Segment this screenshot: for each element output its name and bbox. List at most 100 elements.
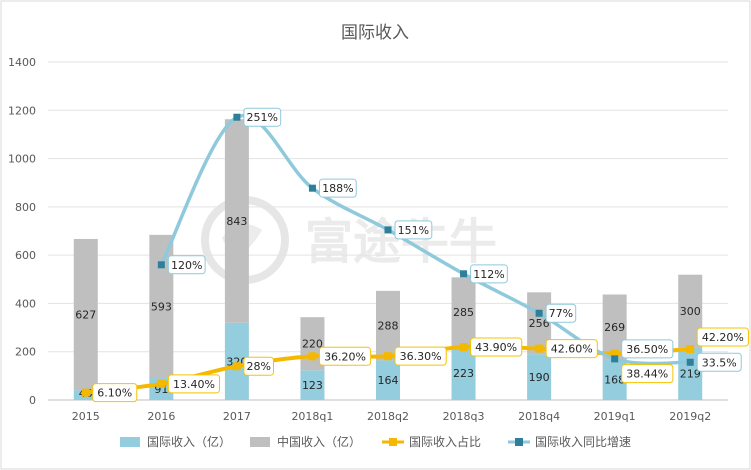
legend: 国际收入（亿） 中国收入（亿） 国际收入占比 国际收入同比增速 xyxy=(120,434,631,449)
data-label-china: 220 xyxy=(302,338,323,351)
data-label-growth-box xyxy=(394,220,433,240)
marker-international-share xyxy=(610,349,619,358)
data-label-growth-box xyxy=(318,178,357,198)
data-label-growth: 151% xyxy=(398,224,429,237)
data-label-share-box xyxy=(243,356,274,376)
marker-international-share xyxy=(535,344,544,353)
legend-label: 国际收入（亿） xyxy=(147,434,231,449)
data-label-share-box xyxy=(696,327,749,347)
chart-title: 国际收入 xyxy=(341,23,409,43)
legend-marker xyxy=(515,438,523,446)
data-label-growth-box xyxy=(696,352,742,372)
y-tick-label: 600 xyxy=(15,249,36,262)
data-label-share-box xyxy=(318,346,372,366)
bar-international xyxy=(527,354,552,400)
legend-swatch xyxy=(120,437,140,447)
data-label-share: 43.90% xyxy=(475,341,517,354)
marker-international-growth xyxy=(686,358,694,366)
data-label-growth-box xyxy=(243,107,282,127)
data-label-share: 13.40% xyxy=(173,378,215,391)
data-label-china: 285 xyxy=(453,306,474,319)
data-label-share-box xyxy=(470,337,523,357)
marker-international-share xyxy=(157,379,166,388)
y-tick-label: 0 xyxy=(29,394,36,407)
marker-international-growth xyxy=(611,355,619,363)
y-tick-label: 1200 xyxy=(8,104,36,117)
x-tick-label: 2016 xyxy=(147,410,175,423)
x-tick-label: 2019q2 xyxy=(669,410,711,423)
data-label-international: 168 xyxy=(604,374,625,387)
marker-international-growth xyxy=(308,184,316,192)
data-label-growth: 36.50% xyxy=(626,343,668,356)
data-label-china: 843 xyxy=(226,215,247,228)
data-label-growth-box xyxy=(470,264,508,284)
data-label-international: 164 xyxy=(378,374,399,387)
x-tick-label: 2019q1 xyxy=(594,410,636,423)
marker-international-growth xyxy=(460,270,468,278)
data-label-china: 627 xyxy=(75,309,96,322)
y-tick-label: 400 xyxy=(15,297,36,310)
data-label-share: 36.20% xyxy=(324,350,366,363)
x-axis: 2015 2016 2017 2018q1 2018q2 2018q3 2018q4 2019… xyxy=(72,410,711,423)
series-lines: 6.10% 13.40% 28% 36.20% 36.30% 43.90% 42.60% 38… xyxy=(81,107,749,403)
marker-international-share xyxy=(686,345,695,354)
marker-international-growth xyxy=(384,226,392,234)
bar-international xyxy=(376,360,400,400)
y-axis: 0 200 400 600 800 1000 1200 1400 xyxy=(8,56,36,407)
x-tick-label: 2018q1 xyxy=(291,410,333,423)
x-tick-label: 2018q4 xyxy=(518,410,560,423)
legend-swatch xyxy=(250,437,270,447)
data-label-share: 28% xyxy=(246,360,270,373)
data-label-growth-box xyxy=(545,303,577,323)
data-label-share-box xyxy=(92,383,138,403)
legend-marker xyxy=(389,438,397,446)
data-label-growth: 120% xyxy=(171,259,202,272)
data-label-share: 42.20% xyxy=(702,331,744,344)
y-tick-label: 800 xyxy=(15,201,36,214)
data-label-growth: 77% xyxy=(549,307,573,320)
data-label-share: 6.10% xyxy=(97,387,132,400)
data-label-international: 219 xyxy=(680,368,701,381)
y-tick-label: 1400 xyxy=(8,56,36,69)
bar-china xyxy=(224,119,249,323)
legend-label: 国际收入占比 xyxy=(409,434,481,449)
x-tick-label: 2018q3 xyxy=(443,410,485,423)
data-label-international: 223 xyxy=(453,367,474,380)
bar-china xyxy=(73,238,98,391)
marker-international-share xyxy=(384,352,392,361)
y-tick-label: 1000 xyxy=(8,153,36,166)
data-label-share-box xyxy=(167,374,221,394)
data-label-share-box xyxy=(621,364,674,384)
data-label-growth: 33.5% xyxy=(702,356,737,369)
data-label-china: 300 xyxy=(680,305,701,318)
marker-international-growth xyxy=(535,309,543,317)
marker-international-share xyxy=(308,352,317,361)
data-label-share: 42.60% xyxy=(551,343,593,356)
data-label-share: 36.30% xyxy=(400,350,442,363)
bar-international xyxy=(300,370,325,400)
data-label-growth-box xyxy=(167,255,206,275)
x-tick-label: 2018q2 xyxy=(367,410,409,423)
marker-international-growth xyxy=(157,261,165,269)
legend-label: 国际收入同比增速 xyxy=(535,435,631,449)
data-label-china: 593 xyxy=(151,300,172,313)
x-tick-label: 2015 xyxy=(72,410,100,423)
bars: 6274059391843320220123288164285223256190… xyxy=(73,119,703,400)
bar-china xyxy=(451,277,476,347)
y-tick-label: 200 xyxy=(15,346,36,359)
data-label-growth-box xyxy=(621,339,674,359)
legend-label: 中国收入（亿） xyxy=(277,434,361,449)
marker-international-growth xyxy=(233,113,241,121)
data-label-growth: 251% xyxy=(247,111,278,124)
data-label-international: 123 xyxy=(302,379,323,392)
data-label-growth: 112% xyxy=(473,268,504,281)
x-tick-label: 2017 xyxy=(223,410,251,423)
data-label-china: 269 xyxy=(604,321,625,334)
marker-international-share xyxy=(232,362,241,371)
data-label-china: 256 xyxy=(529,317,550,330)
data-label-share: 38.44% xyxy=(626,368,668,381)
data-label-china: 288 xyxy=(378,320,399,333)
data-label-share-box xyxy=(545,339,598,359)
